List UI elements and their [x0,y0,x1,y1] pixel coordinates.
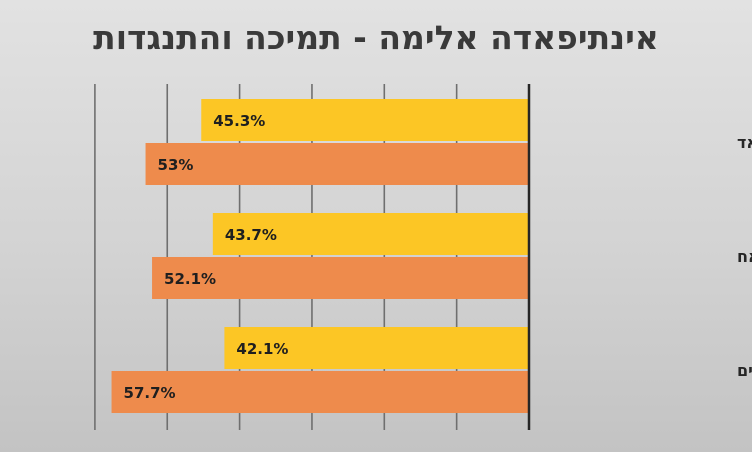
data-label-series1-0: 45.3% [213,112,265,130]
category-label-2: המרכז הפלסטיני לסקרים [737,361,752,380]
bar-series1-2 [224,327,529,369]
category-label-0: אווראד [737,133,752,152]
bar-series2-2 [111,371,529,413]
category-labels: אווראד א-נג'אח המרכז הפלסטיני לסקרים [737,133,752,380]
chart-title: אינתיפאדה אלימה - תמיכה והתנגדות [93,18,659,57]
data-labels: 45.3% 53% 43.7% 52.1% 42.1% 57.7% [124,112,289,402]
bar-series2-0 [145,143,530,185]
category-label-1: א-נג'אח [737,247,752,266]
bar-series1-0 [201,99,529,141]
data-label-series2-0: 53% [158,156,194,174]
data-label-series1-2: 42.1% [236,340,288,358]
data-label-series2-2: 57.7% [124,384,176,402]
data-label-series1-1: 43.7% [225,226,277,244]
bar-series2-1 [152,257,529,299]
data-label-series2-1: 52.1% [164,270,216,288]
bar-series1-1 [212,213,529,255]
bars [111,99,530,413]
